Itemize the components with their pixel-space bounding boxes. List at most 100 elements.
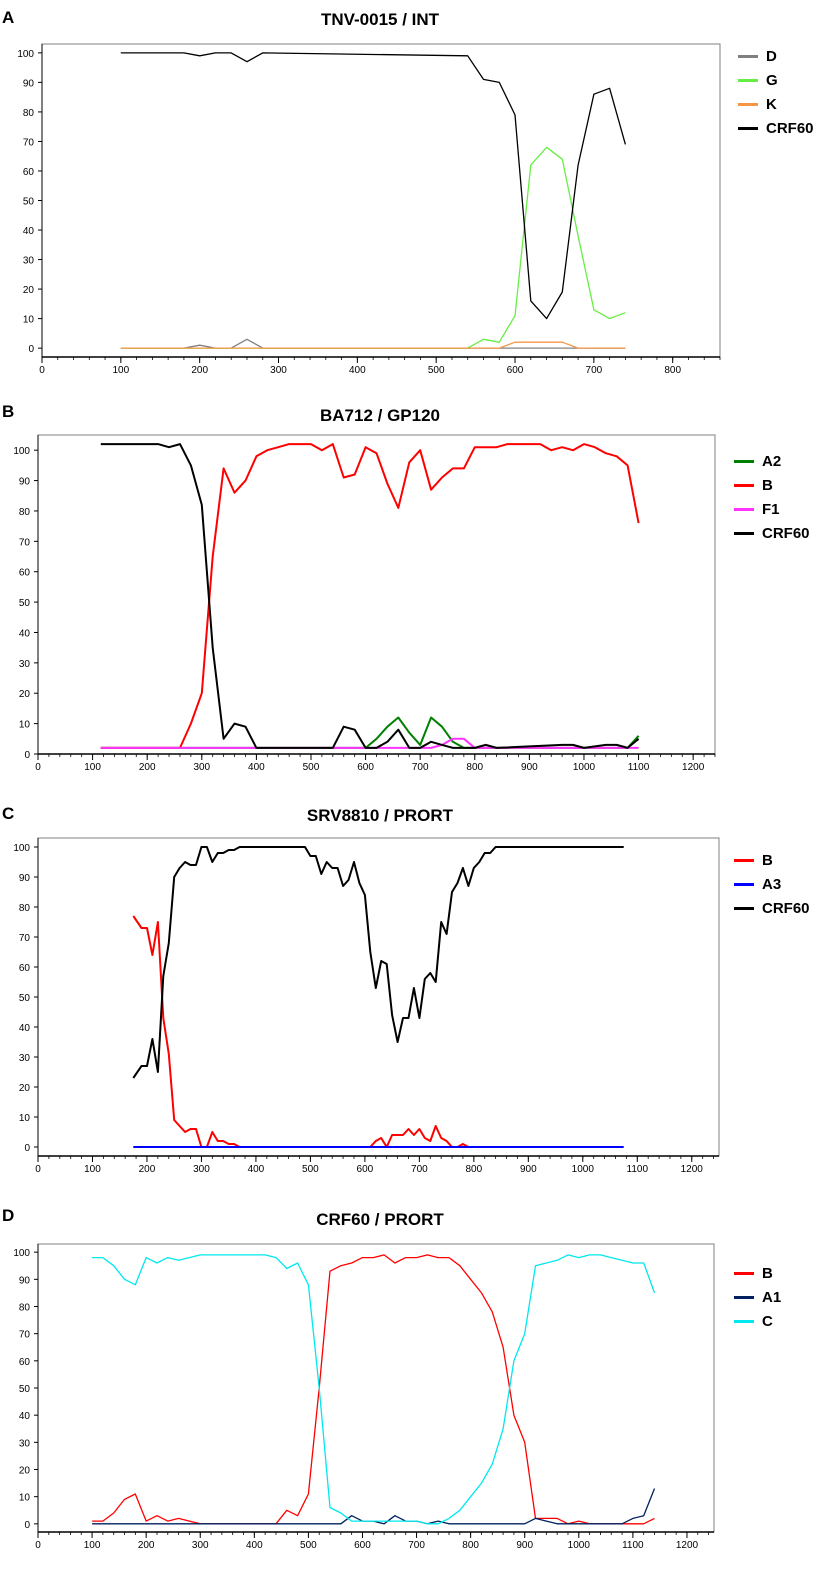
x-tick-label: 1000 xyxy=(572,1164,595,1175)
y-tick-label: 100 xyxy=(13,843,30,854)
legend-item: B xyxy=(734,848,810,872)
legend-label: B xyxy=(762,851,773,869)
series-line-b xyxy=(132,915,469,1148)
chart-legend: B A3 CRF60 xyxy=(734,848,810,920)
legend-swatch xyxy=(734,483,754,487)
y-tick-label: 10 xyxy=(19,1493,31,1504)
y-tick-label: 10 xyxy=(23,315,35,326)
y-tick-label: 30 xyxy=(23,256,35,267)
x-tick-label: 300 xyxy=(270,365,287,376)
y-tick-label: 100 xyxy=(17,49,34,60)
y-tick-label: 30 xyxy=(19,659,31,670)
x-tick-label: 700 xyxy=(586,365,603,376)
x-tick-label: 100 xyxy=(84,1540,101,1551)
series-line-b xyxy=(100,443,640,749)
legend-label: CRF60 xyxy=(762,524,810,542)
plot-frame xyxy=(37,1243,715,1533)
y-tick-label: 60 xyxy=(19,568,31,579)
panel-label: C xyxy=(2,804,15,823)
y-tick-label: 50 xyxy=(19,993,31,1004)
series-line-b xyxy=(92,1254,655,1525)
chart-title: BA712 / GP120 xyxy=(319,406,440,425)
y-tick-label: 70 xyxy=(19,537,31,548)
legend-item: D xyxy=(738,44,814,68)
y-tick-label: 0 xyxy=(24,750,30,761)
legend-swatch xyxy=(734,906,754,910)
chart-legend: D G K CRF60 xyxy=(738,44,814,140)
series-line-crf60 xyxy=(100,443,640,749)
plot-area: 0 100 200 300 400 500 600 700 800 900 1000 1100 1200… xyxy=(13,837,720,1175)
y-tick-label: 100 xyxy=(13,1248,30,1259)
y-tick-label: 70 xyxy=(19,1330,31,1341)
legend-item: CRF60 xyxy=(734,896,810,920)
legend-label: B xyxy=(762,1264,773,1282)
legend-swatch xyxy=(734,882,754,886)
x-tick-label: 700 xyxy=(411,1164,428,1175)
x-tick-label: 300 xyxy=(192,1540,209,1551)
y-tick-label: 80 xyxy=(19,507,31,518)
y-tick-label: 60 xyxy=(23,167,35,178)
legend-label: CRF60 xyxy=(762,899,810,917)
x-tick-label: 100 xyxy=(112,365,129,376)
y-tick-label: 70 xyxy=(23,137,35,148)
x-tick-label: 600 xyxy=(507,365,524,376)
legend-swatch xyxy=(734,1271,754,1275)
legend-swatch xyxy=(738,78,758,82)
legend-item: C xyxy=(734,1309,781,1333)
y-tick-label: 0 xyxy=(24,1143,30,1154)
panel-label: D xyxy=(2,1206,15,1225)
x-tick-label: 200 xyxy=(139,762,156,773)
x-tick-label: 200 xyxy=(191,365,208,376)
legend-swatch xyxy=(734,1295,754,1299)
x-tick-label: 600 xyxy=(357,762,374,773)
x-tick-label: 400 xyxy=(248,762,265,773)
x-tick-label: 800 xyxy=(466,762,483,773)
legend-swatch xyxy=(738,126,758,130)
legend-label: K xyxy=(766,95,777,113)
y-tick-label: 80 xyxy=(19,903,31,914)
plot-area: 0 100 200 300 400 500 600 700 800 900 1000 1100 1200… xyxy=(13,434,716,773)
legend-label: C xyxy=(762,1312,773,1330)
x-tick-label: 900 xyxy=(520,1164,537,1175)
x-tick-label: 0 xyxy=(39,365,45,376)
legend-swatch xyxy=(734,531,754,535)
panel-label: B xyxy=(2,402,15,421)
y-tick-label: 80 xyxy=(19,1302,31,1313)
y-tick-label: 90 xyxy=(23,78,35,89)
legend-swatch xyxy=(738,102,758,106)
legend-item: B xyxy=(734,473,810,497)
y-tick-label: 20 xyxy=(19,1466,31,1477)
chart-legend: B A1 C xyxy=(734,1261,781,1333)
y-tick-label: 30 xyxy=(19,1438,31,1449)
series-line-k xyxy=(120,341,626,349)
y-tick-label: 80 xyxy=(23,108,35,119)
y-tick-label: 40 xyxy=(19,1023,31,1034)
chart-title: SRV8810 / PRORT xyxy=(306,806,454,825)
plot-frame xyxy=(37,434,716,755)
chart-panel-d: D CRF60 / PRORT 0 100 200 300 400 500 600 700 80… xyxy=(0,1206,818,1570)
legend-label: F1 xyxy=(762,500,780,518)
x-tick-label: 1200 xyxy=(676,1540,699,1551)
x-tick-label: 1100 xyxy=(627,1164,649,1175)
x-tick-label: 100 xyxy=(84,762,101,773)
chart-title: TNV-0015 / INT xyxy=(320,10,440,29)
y-tick-label: 50 xyxy=(19,1384,31,1395)
y-tick-label: 20 xyxy=(23,285,35,296)
x-tick-label: 500 xyxy=(428,365,445,376)
y-tick-label: 20 xyxy=(19,689,31,700)
y-tick-label: 50 xyxy=(19,598,31,609)
legend-label: A2 xyxy=(762,452,782,470)
x-tick-label: 600 xyxy=(354,1540,371,1551)
x-tick-label: 0 xyxy=(35,1164,41,1175)
plot-area: 0 100 200 300 400 500 600 700 800 900 1000 1100 1200… xyxy=(13,1243,715,1551)
x-tick-label: 1100 xyxy=(628,762,650,773)
legend-label: CRF60 xyxy=(766,119,814,137)
x-tick-label: 100 xyxy=(84,1164,101,1175)
x-tick-label: 1000 xyxy=(573,762,596,773)
x-tick-label: 1200 xyxy=(681,1164,704,1175)
legend-swatch xyxy=(734,858,754,862)
y-tick-label: 40 xyxy=(19,1411,31,1422)
legend-label: A1 xyxy=(762,1288,782,1306)
y-tick-label: 0 xyxy=(24,1520,30,1531)
series-line-crf60 xyxy=(132,846,624,1079)
